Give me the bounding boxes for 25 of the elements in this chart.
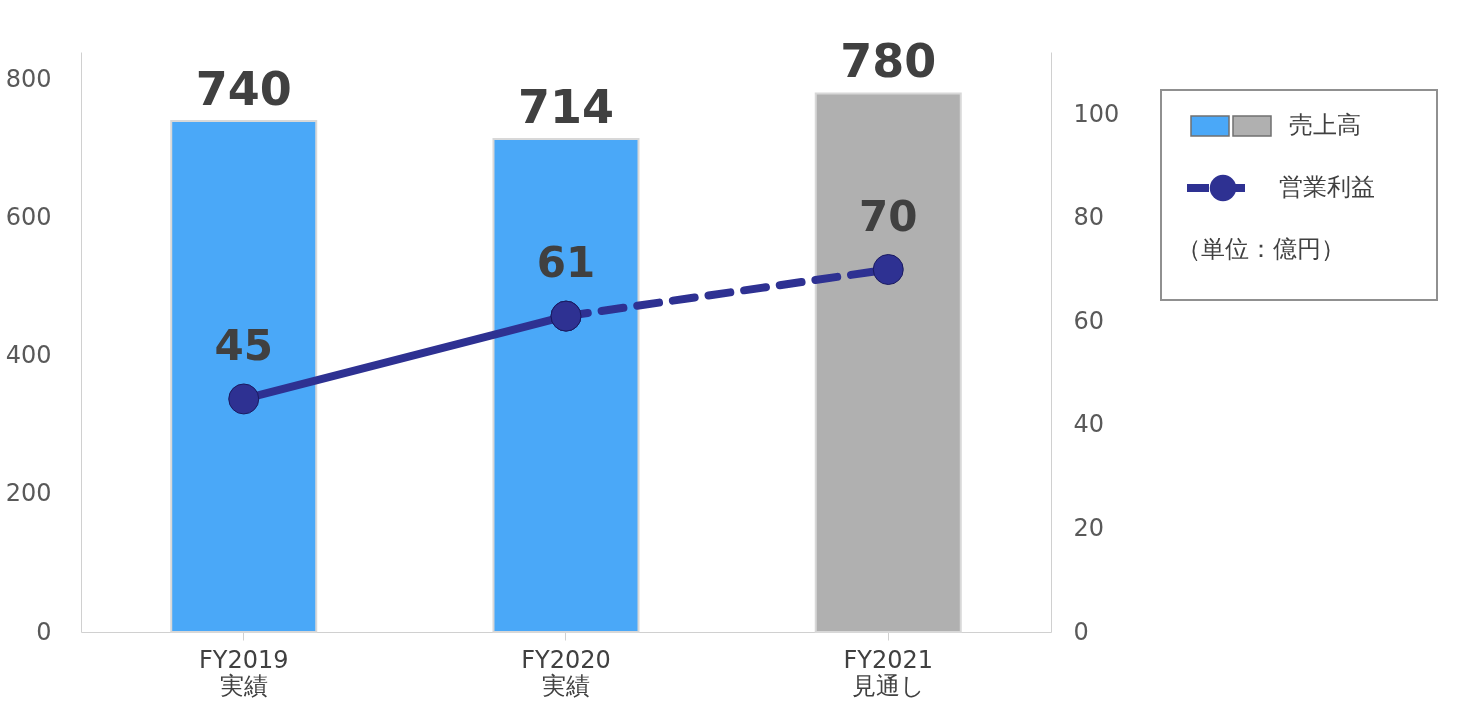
y2-tick-label: 100 xyxy=(1073,99,1120,128)
point xyxy=(228,383,260,415)
data-label: 740 xyxy=(195,62,292,117)
data-label: 714 xyxy=(517,80,615,134)
legend-label: 売上高 xyxy=(1289,111,1361,139)
y-tick-label: 800 xyxy=(5,65,52,94)
y-tick-label: 400 xyxy=(5,341,52,370)
y2-tick-label: 20 xyxy=(1073,513,1105,542)
data-label: 45 xyxy=(214,320,273,370)
y2-tick-label: 40 xyxy=(1073,410,1105,439)
data-label: 61 xyxy=(536,238,596,288)
data-label: 780 xyxy=(840,34,937,89)
y-tick-label: 0 xyxy=(36,617,52,646)
text: （単位：億円） xyxy=(1177,235,1345,263)
x-tick-label: FY2019 実績 xyxy=(198,645,289,700)
y2-tick-label: 0 xyxy=(1073,617,1089,646)
x-tick-label: FY2020 実績 xyxy=(521,645,611,700)
y-tick-label: 200 xyxy=(5,479,52,508)
y-tick-label: 600 xyxy=(5,203,52,232)
x-tick-label: FY2021 見通し xyxy=(843,645,934,700)
legend-label: 営業利益 xyxy=(1279,173,1375,201)
data-label: 70 xyxy=(859,191,918,241)
y2-tick-label: 80 xyxy=(1073,203,1105,232)
y2-tick-label: 60 xyxy=(1073,306,1105,335)
point xyxy=(872,254,904,285)
